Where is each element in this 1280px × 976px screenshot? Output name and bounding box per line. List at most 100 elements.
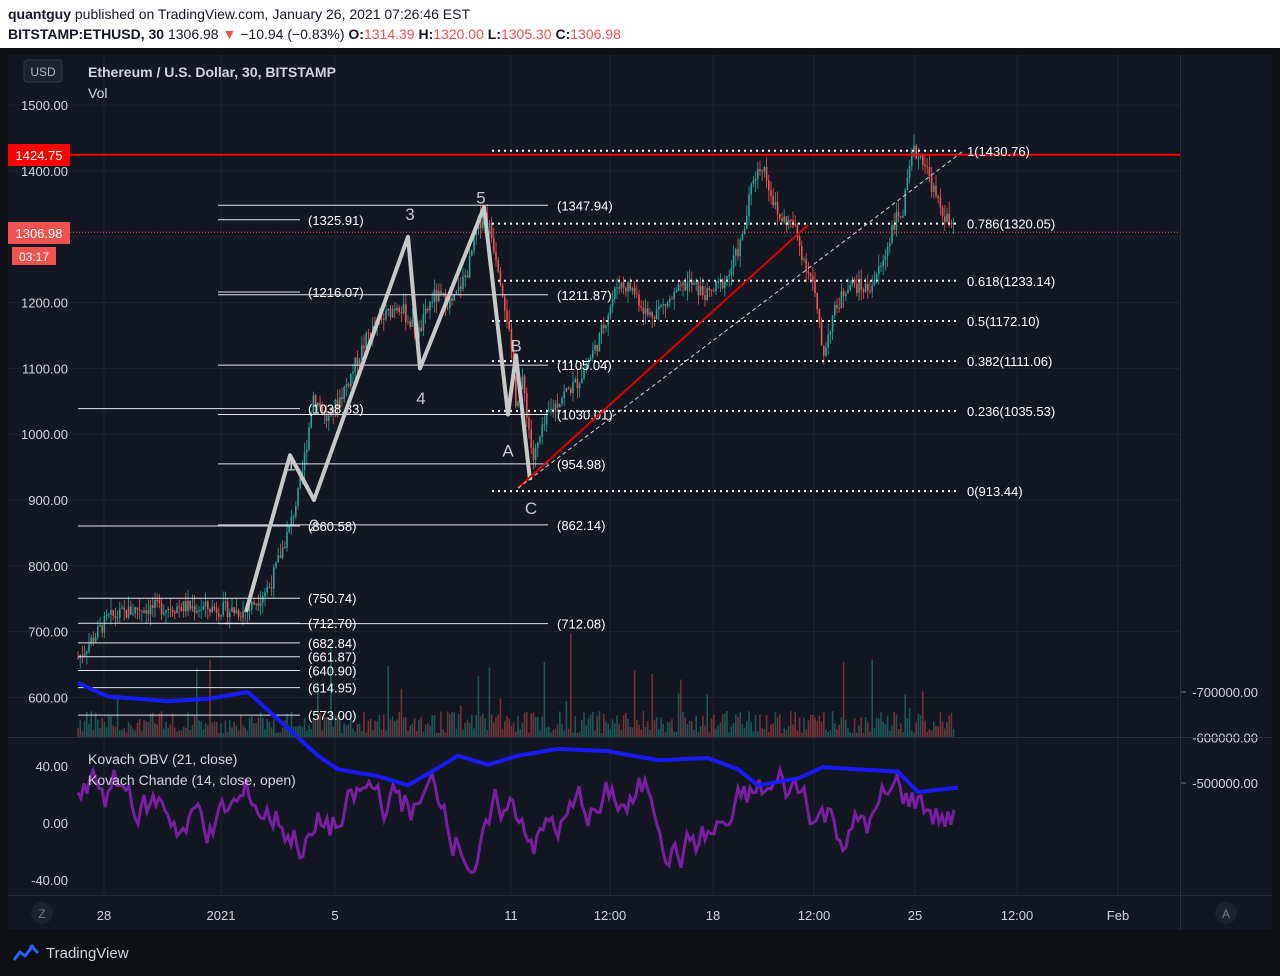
volume-bar (396, 719, 398, 737)
candle-body (420, 327, 422, 331)
currency-button[interactable]: USD (23, 59, 63, 83)
volume-bar (902, 732, 904, 737)
candle-body (295, 505, 297, 517)
candle-body (92, 637, 95, 642)
wave-label: 1 (286, 455, 295, 474)
candle-body (240, 616, 242, 618)
candle-body (433, 289, 436, 302)
candle-body (108, 614, 110, 616)
candle-body (891, 224, 893, 243)
candle-body (638, 294, 640, 307)
volume-bar (726, 711, 728, 737)
volume-legend[interactable]: Vol (88, 85, 107, 101)
candle-body (697, 282, 700, 296)
candle-body (818, 309, 821, 323)
volume-bar (530, 713, 532, 737)
candle-body (541, 424, 543, 437)
x-tick-label: 28 (97, 908, 111, 923)
chart-canvas[interactable]: 1(1430.76) 0.786(1320.05) 0.618(1233.14) 0.… (8, 55, 1272, 930)
candle-body (633, 287, 636, 294)
volume-bar (836, 729, 838, 737)
candle-body (81, 654, 84, 656)
candle-body (680, 284, 682, 286)
candle-body (339, 397, 341, 409)
volume-bar (774, 712, 777, 737)
candle-body (422, 314, 425, 331)
volume-bar (103, 722, 106, 737)
volume-bar (231, 727, 233, 737)
red-trendline[interactable] (517, 224, 809, 489)
level-label: (862.14) (557, 518, 605, 533)
obv-legend[interactable]: Kovach OBV (21, close) (88, 751, 237, 767)
candle-body (790, 219, 792, 221)
candle-body (952, 222, 955, 225)
candle-body (473, 235, 475, 251)
candle-body (156, 599, 158, 601)
candle-body (880, 265, 882, 267)
candle-body (471, 250, 473, 256)
x-tick-label: 12:00 (798, 908, 831, 923)
volume-bar (116, 694, 119, 737)
candle-body (816, 293, 818, 310)
candle-body (686, 281, 689, 291)
resistance-badge-text: 1424.75 (16, 148, 63, 163)
elliott-wave-path[interactable] (244, 205, 532, 613)
auto-scale-button[interactable]: A (1215, 902, 1237, 924)
volume-bar (735, 714, 737, 737)
candle-body (163, 612, 165, 615)
fib-level-label: 1(1430.76) (967, 144, 1030, 159)
candle-body (147, 610, 150, 615)
chart-area[interactable]: 1(1430.76) 0.786(1320.05) 0.618(1233.14) 0.… (8, 55, 1272, 930)
volume-bar (497, 714, 499, 737)
candle-body (394, 308, 396, 311)
candle-body (198, 610, 200, 612)
candle-body (561, 398, 563, 404)
volume-bar (429, 725, 431, 737)
volume-bar (407, 730, 409, 737)
candle-body (130, 606, 132, 615)
volume-bar (506, 716, 508, 737)
volume-bar (770, 724, 772, 737)
candle-body (598, 333, 601, 352)
volume-bar (464, 722, 466, 737)
volume-bar (504, 721, 506, 737)
publisher-name[interactable]: quantguy (8, 6, 71, 22)
volume-bar (262, 717, 264, 737)
x-tick-label: 12:00 (1001, 908, 1034, 923)
volume-bar (702, 715, 704, 737)
volume-bar (834, 723, 836, 737)
fib-level-label: 0.236(1035.53) (967, 404, 1055, 419)
dashed-trendline[interactable] (517, 150, 964, 489)
candle-body (532, 447, 535, 460)
volume-bar (237, 730, 240, 737)
candle-body (218, 612, 220, 617)
candle-body (235, 610, 238, 614)
candle-body (640, 306, 642, 308)
volume-bar (268, 721, 271, 737)
chande-legend[interactable]: Kovach Chande (14, close, open) (88, 772, 296, 788)
volume-bar (759, 714, 761, 737)
volume-bar (541, 716, 543, 737)
volume-bar (688, 720, 691, 737)
volume-bar (537, 716, 539, 737)
zoom-button[interactable]: Z (31, 902, 53, 924)
candle-body (559, 403, 561, 408)
volume-bar (862, 732, 865, 737)
level-label: (640.90) (308, 663, 356, 678)
volume-bar (365, 732, 367, 737)
volume-bar (466, 720, 469, 737)
volume-bar (83, 720, 86, 737)
candle-body (523, 376, 526, 393)
candle-body (121, 607, 123, 609)
candle-body (286, 532, 288, 549)
candle-body (365, 332, 367, 349)
volume-bar (812, 714, 814, 737)
volume-bar (691, 721, 693, 737)
volume-bar (570, 633, 572, 737)
candle-body (708, 288, 711, 290)
candle-body (889, 242, 891, 247)
indicator-left-tick: -40.00 (31, 873, 68, 888)
volume-bar (805, 729, 807, 737)
volume-bar (242, 725, 244, 737)
tradingview-brand[interactable]: TradingView (12, 944, 129, 962)
